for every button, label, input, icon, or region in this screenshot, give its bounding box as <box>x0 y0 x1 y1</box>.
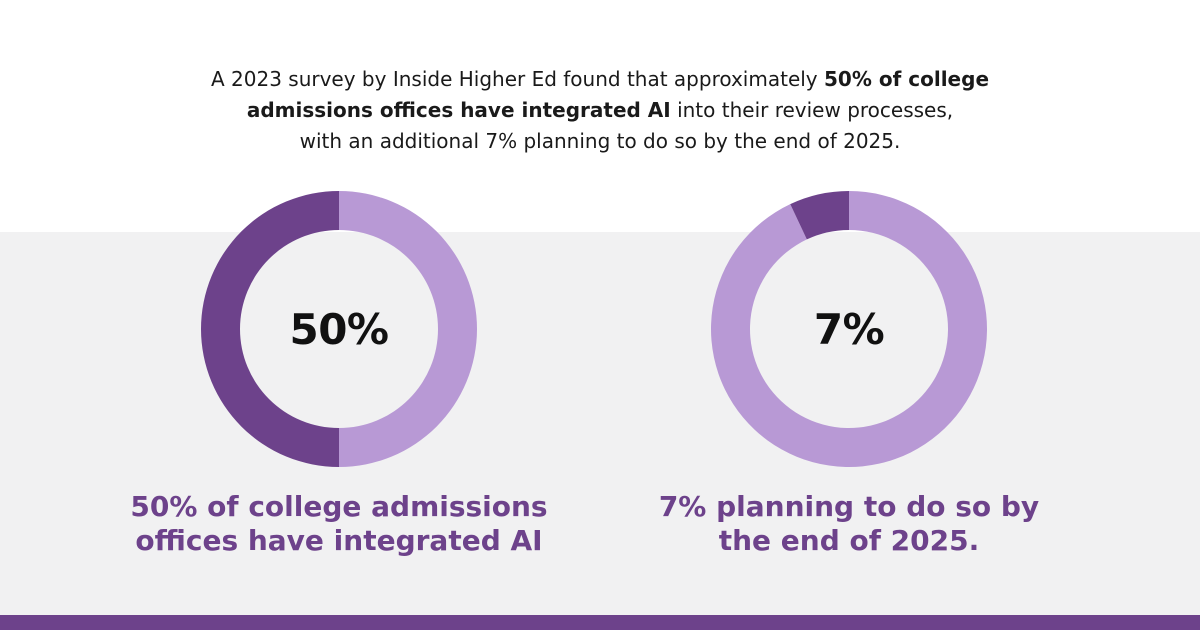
intro-line-1: A 2023 survey by Inside Higher Ed found … <box>150 64 1050 95</box>
intro-text: A 2023 survey by Inside Higher Ed found … <box>150 64 1050 157</box>
donut-chart-right: 7% <box>711 191 987 467</box>
donut-right-center-label: 7% <box>813 304 885 354</box>
caption-left-line-2: offices have integrated AI <box>135 524 543 557</box>
background-band <box>0 232 1200 615</box>
caption-left-line-1: 50% of college admissions <box>130 490 548 523</box>
donut-left-center-label: 50% <box>289 304 389 354</box>
donut-left-slice-0 <box>339 191 477 467</box>
donut-chart-left-svg <box>201 191 477 467</box>
bottom-accent-bar <box>0 615 1200 630</box>
intro-line-2-text: into their review processes, <box>670 98 954 122</box>
intro-line-3: with an additional 7% planning to do so … <box>299 129 901 153</box>
donut-chart-right-svg <box>711 191 987 467</box>
intro-line-1-text: A 2023 survey by Inside Higher Ed found … <box>210 67 825 91</box>
intro-line-2: admissions offices have integrated AI in… <box>150 95 1050 126</box>
intro-line-1-bold: 50% of college <box>824 67 990 91</box>
caption-right-line-1: 7% planning to do so by <box>658 490 1040 523</box>
caption-left: 50% of college admissions offices have i… <box>79 490 599 558</box>
donut-chart-left: 50% <box>201 191 477 467</box>
intro-line-2-bold: admissions offices have integrated AI <box>246 98 671 122</box>
donut-left-slice-1 <box>201 191 339 467</box>
donut-right-slice-1 <box>790 191 849 240</box>
caption-right: 7% planning to do so by the end of 2025. <box>589 490 1109 558</box>
caption-right-line-2: the end of 2025. <box>718 524 980 557</box>
